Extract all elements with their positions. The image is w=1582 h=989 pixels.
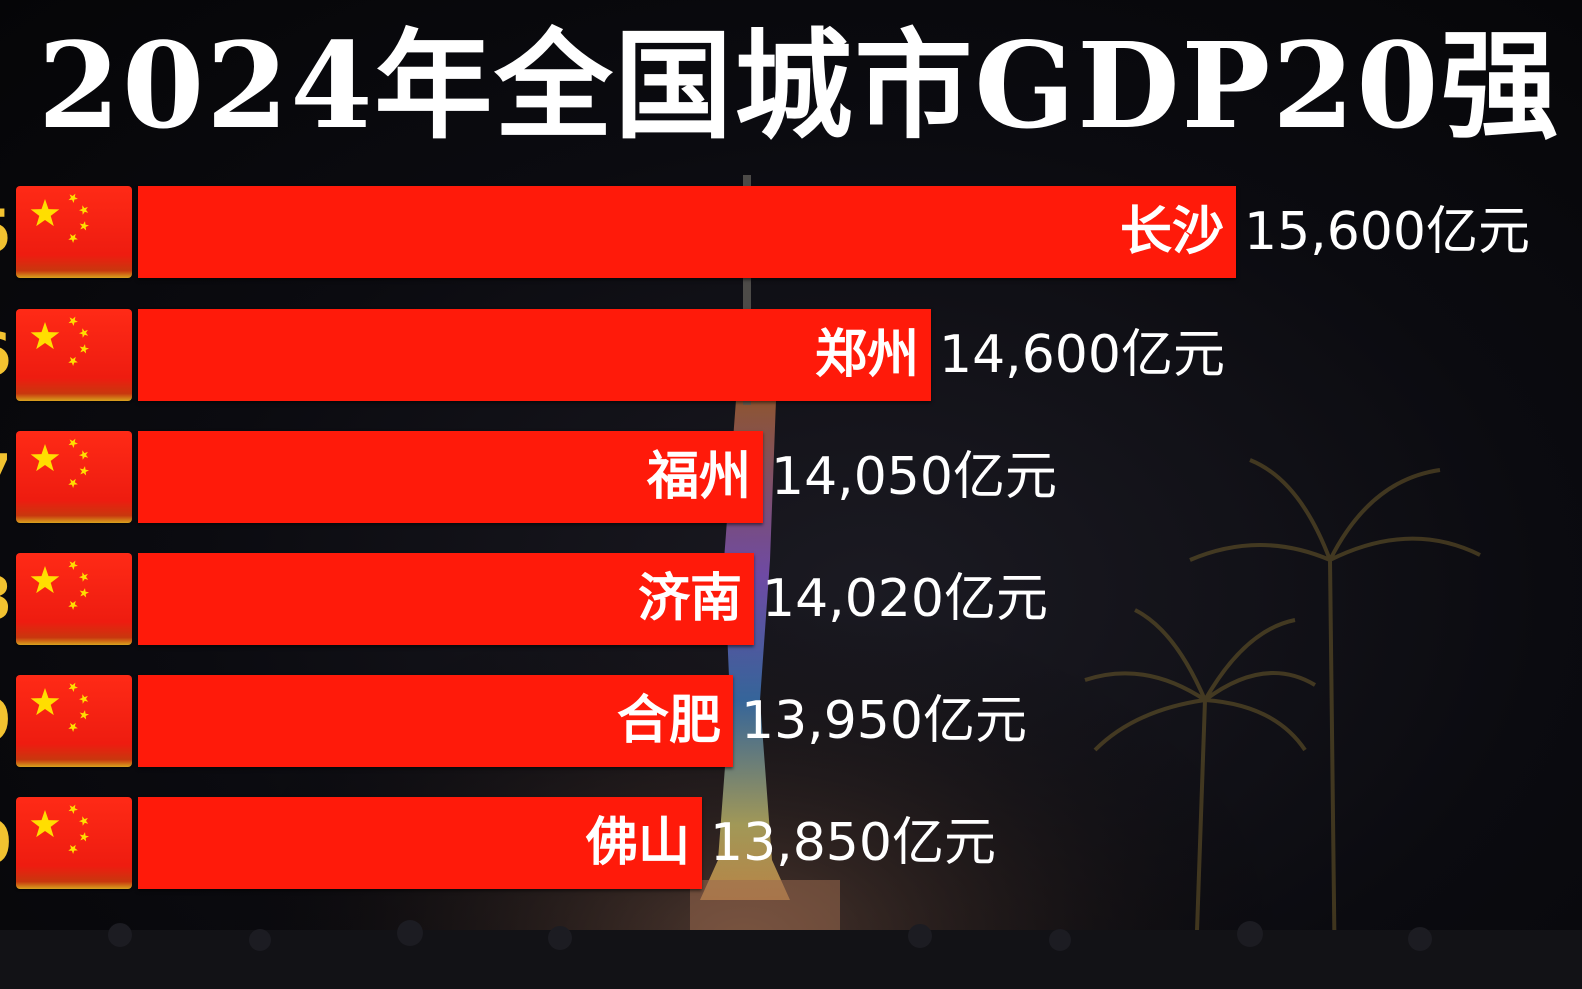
- rank-number: 7: [0, 431, 12, 523]
- city-label: 长沙: [1119, 202, 1224, 262]
- china-flag-icon: [16, 186, 132, 278]
- value-label: 14,050亿元: [771, 447, 1057, 507]
- city-label: 福州: [646, 447, 751, 507]
- chart-title: 2024年全国城市GDP20强: [38, 16, 1561, 155]
- china-flag-icon: [16, 553, 132, 645]
- china-flag-icon: [16, 675, 132, 767]
- bar-row: 9 合肥 13,950亿元: [0, 675, 1582, 767]
- rank-number: 0: [0, 797, 12, 889]
- rank-number: 8: [0, 553, 12, 645]
- bar: 合肥: [138, 675, 733, 767]
- bar-row: 8 济南 14,020亿元: [0, 553, 1582, 645]
- city-label: 合肥: [616, 691, 721, 751]
- value-label: 15,600亿元: [1244, 202, 1530, 262]
- rank-number: 9: [0, 675, 12, 767]
- city-label: 济南: [637, 569, 742, 629]
- china-flag-icon: [16, 309, 132, 401]
- city-label: 郑州: [814, 325, 919, 385]
- china-flag-icon: [16, 797, 132, 889]
- value-label: 13,950亿元: [741, 691, 1027, 751]
- bar: 郑州: [138, 309, 931, 401]
- bar-row: 0 佛山 13,850亿元: [0, 797, 1582, 889]
- value-label: 14,600亿元: [939, 325, 1225, 385]
- city-label: 佛山: [585, 813, 690, 873]
- china-flag-icon: [16, 431, 132, 523]
- bar: 佛山: [138, 797, 702, 889]
- bar: 福州: [138, 431, 763, 523]
- bar-row: 6 郑州 14,600亿元: [0, 309, 1582, 401]
- rank-number: 6: [0, 309, 12, 401]
- rank-number: 5: [0, 186, 12, 278]
- bar-row: 5 长沙 15,600亿元: [0, 186, 1582, 278]
- bar-row: 7 福州 14,050亿元: [0, 431, 1582, 523]
- value-label: 13,850亿元: [710, 813, 996, 873]
- bar: 济南: [138, 553, 754, 645]
- value-label: 14,020亿元: [762, 569, 1048, 629]
- bar: 长沙: [138, 186, 1236, 278]
